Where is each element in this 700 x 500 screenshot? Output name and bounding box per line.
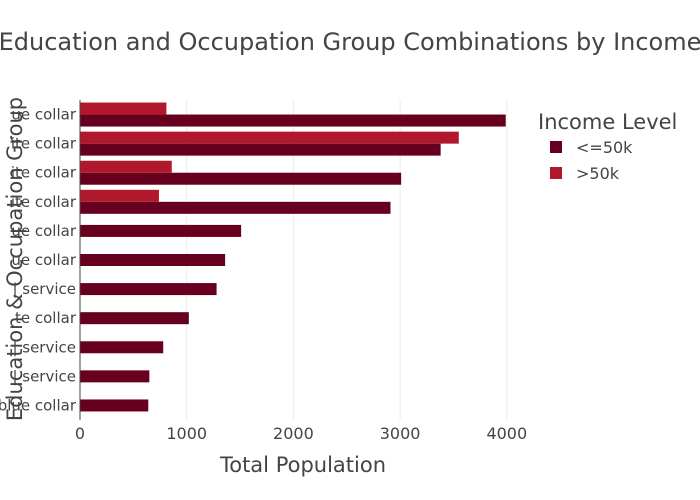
bar-series-0-cat-5: [80, 254, 226, 266]
bar-series-1-cat-9: [80, 131, 459, 144]
x-axis-title: Total Population: [219, 453, 386, 477]
chart-title: Education and Occupation Group Combinati…: [0, 28, 700, 56]
legend: Income Level <=50k >50k: [538, 110, 677, 183]
bar-series-0-cat-1: [80, 370, 150, 383]
x-tick-labels: 0 1000 2000 3000 4000: [75, 424, 527, 443]
legend-label-le50k: <=50k: [576, 138, 633, 157]
bar-series-0-cat-10: [80, 114, 506, 127]
bar-series-0-cat-8: [80, 172, 402, 185]
x-tick-label: 4000: [486, 424, 527, 443]
y-axis-title: Education & Occupation Group: [3, 97, 27, 421]
bar-series-0-cat-4: [80, 283, 217, 296]
y-category-label: ue collar: [11, 251, 76, 269]
y-category-label: ue collar: [11, 106, 76, 124]
bar-series-0-cat-2: [80, 341, 164, 354]
y-category-label: | service: [12, 338, 76, 356]
x-tick-label: 3000: [380, 424, 421, 443]
y-category-labels: blue collar | service | service te collar | …: [0, 106, 77, 415]
y-category-label: ue collar: [11, 222, 76, 240]
y-category-label: blue collar: [0, 396, 77, 414]
x-tick-label: 1000: [166, 424, 207, 443]
bar-series-0-cat-3: [80, 312, 189, 325]
legend-title: Income Level: [538, 110, 677, 134]
x-tick-label: 0: [75, 424, 85, 443]
bar-series-0-cat-0: [80, 399, 149, 412]
y-category-label: ite collar: [11, 193, 77, 211]
y-category-label: te collar: [15, 309, 77, 327]
bar-series-0-cat-7: [80, 201, 391, 214]
bars: [80, 102, 506, 412]
bar-series-1-cat-10: [80, 102, 167, 115]
y-category-label: ite collar: [11, 164, 77, 182]
x-tick-label: 2000: [273, 424, 314, 443]
bar-series-1-cat-8: [80, 160, 172, 173]
legend-label-gt50k: >50k: [576, 164, 620, 183]
bar-series-0-cat-9: [80, 143, 441, 156]
legend-swatch-le50k: [550, 141, 562, 153]
y-category-label: | service: [12, 280, 76, 298]
y-category-label: | service: [12, 367, 76, 385]
legend-swatch-gt50k: [550, 167, 562, 179]
y-category-label: ite collar: [11, 135, 77, 153]
bar-series-0-cat-6: [80, 224, 242, 237]
bar-series-1-cat-7: [80, 189, 159, 202]
